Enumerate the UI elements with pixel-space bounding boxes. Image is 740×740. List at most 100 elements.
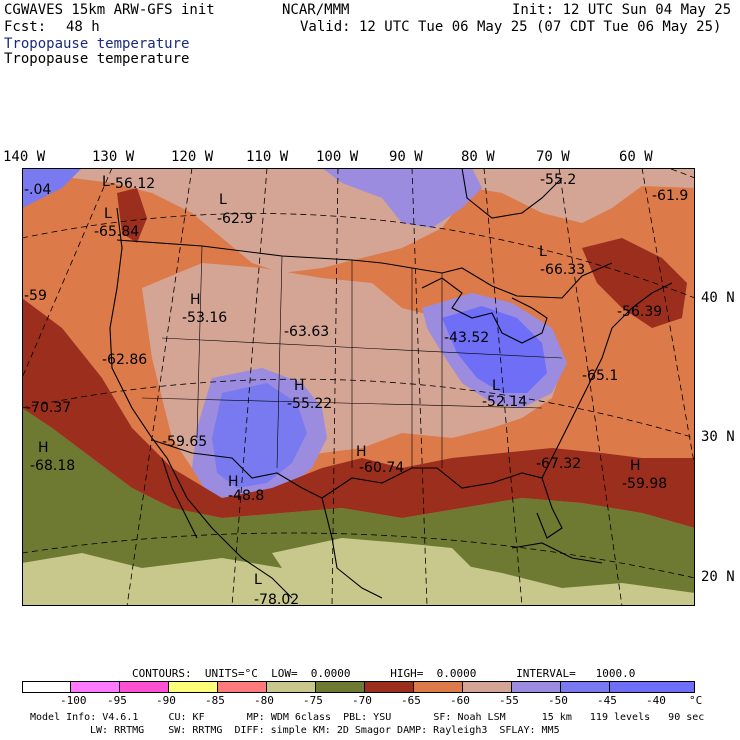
colorbar-swatch-85-80 [217, 681, 267, 693]
field-northeast-red [582, 238, 687, 328]
colorbar-swatch-90-85 [168, 681, 218, 693]
colorbar-swatch-55-50 [511, 681, 561, 693]
colorbar-swatch-50-45 [560, 681, 610, 693]
map-label-value: -53.16 [182, 310, 227, 326]
map-label-letter: H [356, 444, 367, 460]
map-label-value: -48.8 [228, 488, 264, 504]
map-label-value: -52.14 [482, 394, 527, 410]
lon-label-140w: 140 W [3, 149, 46, 165]
center-label: NCAR/MMM [282, 2, 350, 18]
map-label-value: -65.1 [582, 368, 618, 384]
field-title-primary: Tropopause temperature [4, 36, 190, 52]
map-frame [22, 168, 695, 606]
map-label-letter: H [294, 378, 305, 394]
map-label-letter: H [630, 458, 641, 474]
colorbar-tick: -75 [303, 694, 323, 707]
map-label-value: -67.32 [536, 456, 581, 472]
meridian-100w [331, 168, 339, 606]
colorbar-tick: -65 [401, 694, 421, 707]
mexico-gulf-coast [321, 497, 383, 599]
lon-label-120w: 120 W [171, 149, 214, 165]
lon-label-100w: 100 W [316, 149, 359, 165]
west-coast [109, 207, 188, 499]
gulf-coast [321, 467, 563, 539]
colorbar-swatch-100-95 [70, 681, 120, 693]
lat-label-30n: 30 N [701, 429, 735, 445]
tropopause-temperature-map: L -56.12 -55.2 L -62.9 L -65.84 -61.9 L … [22, 168, 695, 606]
atlantic-coast [541, 282, 673, 479]
great-lakes [421, 277, 548, 344]
meridian-70w [558, 168, 623, 606]
colorbar-swatch-65-60 [413, 681, 463, 693]
lat-label-20n: 20 N [701, 569, 735, 585]
lon-label-130w: 130 W [92, 149, 135, 165]
parallel-40n [22, 213, 695, 299]
map-label-value: -55.2 [540, 172, 576, 188]
map-label-letter: L [104, 206, 112, 222]
lat-label-40n: 40 N [701, 290, 735, 306]
colorbar-swatch-95-90 [119, 681, 169, 693]
meridian-110w [231, 168, 268, 606]
valid-time: Valid: 12 UTC Tue 06 May 25 (07 CDT Tue … [300, 19, 722, 35]
map-label-value: -70.37 [26, 400, 71, 416]
map-label-letter: L [102, 174, 110, 190]
hudson-bay-coast [461, 168, 563, 219]
us-mexico-border [151, 439, 323, 499]
map-label-value: -43.52 [444, 330, 489, 346]
field-north-purple [322, 168, 482, 228]
model-title: CGWAVES 15km ARW-GFS init [4, 2, 215, 18]
colorbar-swatch-gt-45 [609, 681, 695, 693]
map-label-letter: L [539, 244, 547, 260]
lon-label-90w: 90 W [389, 149, 423, 165]
colorbar-tick: -55 [499, 694, 519, 707]
contours-info: CONTOURS: UNITS=°C LOW= 0.0000 HIGH= 0.0… [132, 667, 636, 680]
model-info-line1: Model Info: V4.6.1 CU: KF MP: WDM 6class… [30, 712, 705, 723]
field-south-olive [22, 408, 695, 606]
meridian-120w [126, 168, 193, 606]
map-label-letter: H [228, 474, 239, 490]
map-label-value: -78.02 [254, 592, 299, 606]
colorbar-swatch-80-75 [266, 681, 316, 693]
map-label-value: -59 [24, 288, 47, 304]
field-gulf-tan [272, 538, 472, 593]
meridian-80w [483, 168, 523, 606]
forecast-hour-value: 48 h [66, 19, 100, 35]
field-title-secondary: Tropopause temperature [4, 51, 190, 67]
map-label-letter: L [219, 192, 227, 208]
map-label-value: -62.9 [217, 211, 253, 227]
colorbar-tick: -50 [548, 694, 568, 707]
colorbar-tick: -45 [597, 694, 617, 707]
graticule [22, 168, 695, 606]
map-label-value: -.04 [24, 182, 51, 198]
lon-label-60w: 60 W [619, 149, 653, 165]
init-time: Init: 12 UTC Sun 04 May 25 [512, 2, 732, 18]
map-label-value: -63.63 [284, 324, 329, 340]
field-northwest-red [117, 188, 147, 243]
map-label-value: -65.84 [94, 224, 139, 240]
field-north-band [22, 168, 695, 273]
colorbar-swatch-75-70 [315, 681, 365, 693]
colorbar-swatch-70-65 [364, 681, 414, 693]
map-label-letter: H [38, 440, 49, 456]
map-label-letter: H [190, 292, 201, 308]
cuba [511, 542, 603, 564]
map-label-value: -61.9 [652, 188, 688, 204]
colorbar-tick: -80 [254, 694, 274, 707]
field-great-lakes-core [442, 306, 547, 393]
colorbar-tick: -60 [450, 694, 470, 707]
model-info-line2: LW: RRTMG SW: RRTMG DIFF: simple KM: 2D … [90, 725, 560, 736]
field-northwest-blue [22, 168, 82, 208]
map-label-letter: L [254, 572, 262, 588]
colorbar-tick: -70 [352, 694, 372, 707]
map-label-value: -59.98 [622, 476, 667, 492]
colorbar-unit: °C [689, 694, 703, 707]
forecast-hour-label: Fcst: [4, 19, 47, 35]
mexico-pacific-coast [186, 497, 293, 599]
map-label-value: -66.33 [540, 262, 585, 278]
state-lines [141, 245, 563, 469]
colorbar-tick: -85 [205, 694, 225, 707]
meridian-90w [411, 168, 428, 606]
map-label-value: -60.74 [359, 460, 404, 476]
field-south-red-band [22, 298, 695, 528]
colorbar-tick: -95 [107, 694, 127, 707]
